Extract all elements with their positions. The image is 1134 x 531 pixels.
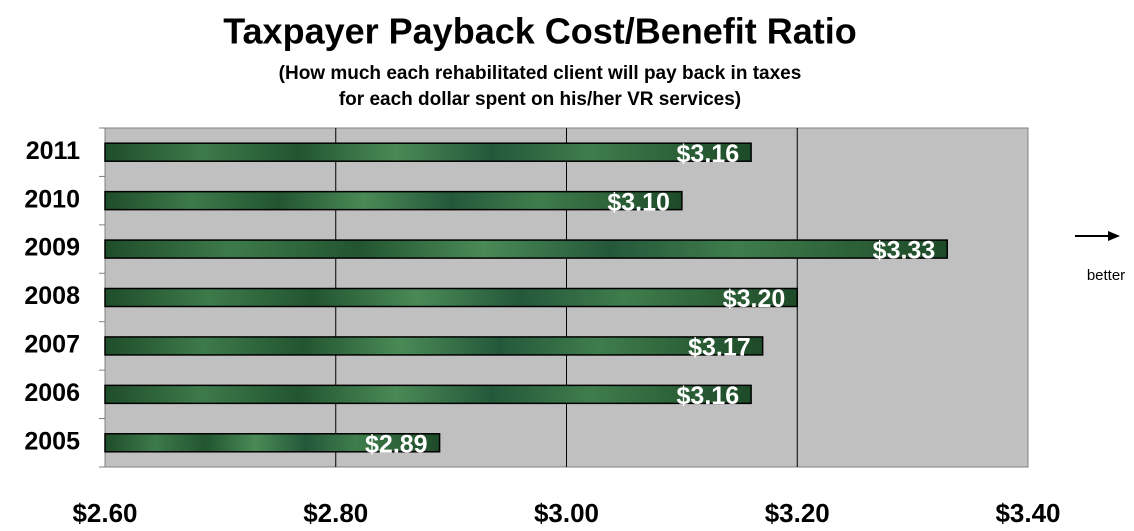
x-tick-label: $3.00 — [534, 498, 599, 528]
y-tick-label: 2005 — [24, 427, 80, 455]
arrow-head — [1108, 231, 1120, 241]
bar — [104, 336, 764, 356]
bar — [104, 190, 683, 211]
chart-title: Taxpayer Payback Cost/Benefit Ratio — [223, 11, 857, 52]
y-tick-label: 2011 — [26, 137, 80, 165]
data-label: $3.16 — [677, 382, 740, 410]
x-tick-label: $3.40 — [995, 498, 1060, 528]
data-label: $3.17 — [688, 334, 751, 362]
bar — [104, 142, 752, 162]
bar — [104, 239, 948, 259]
data-label: $3.33 — [873, 237, 936, 265]
chart-subtitle: (How much each rehabilitated client will… — [279, 63, 802, 84]
x-tick-label: $2.60 — [72, 498, 137, 528]
y-tick-label: 2007 — [24, 331, 80, 359]
y-tick-label: 2006 — [24, 379, 80, 407]
y-tick-label: 2010 — [24, 185, 80, 213]
y-tick-label: 2008 — [24, 282, 80, 310]
data-label: $3.16 — [677, 140, 740, 168]
x-tick-label: $2.80 — [303, 498, 368, 528]
data-label: $2.89 — [365, 430, 428, 458]
annotation: better — [1087, 267, 1125, 284]
bar — [104, 433, 441, 453]
data-label: $3.10 — [607, 188, 670, 216]
bar — [104, 287, 798, 308]
y-tick-label: 2009 — [24, 234, 80, 262]
chart-subtitle: for each dollar spent on his/her VR serv… — [339, 89, 741, 110]
data-label: $3.20 — [723, 285, 786, 313]
x-tick-label: $3.20 — [765, 498, 830, 528]
bar — [104, 384, 752, 405]
